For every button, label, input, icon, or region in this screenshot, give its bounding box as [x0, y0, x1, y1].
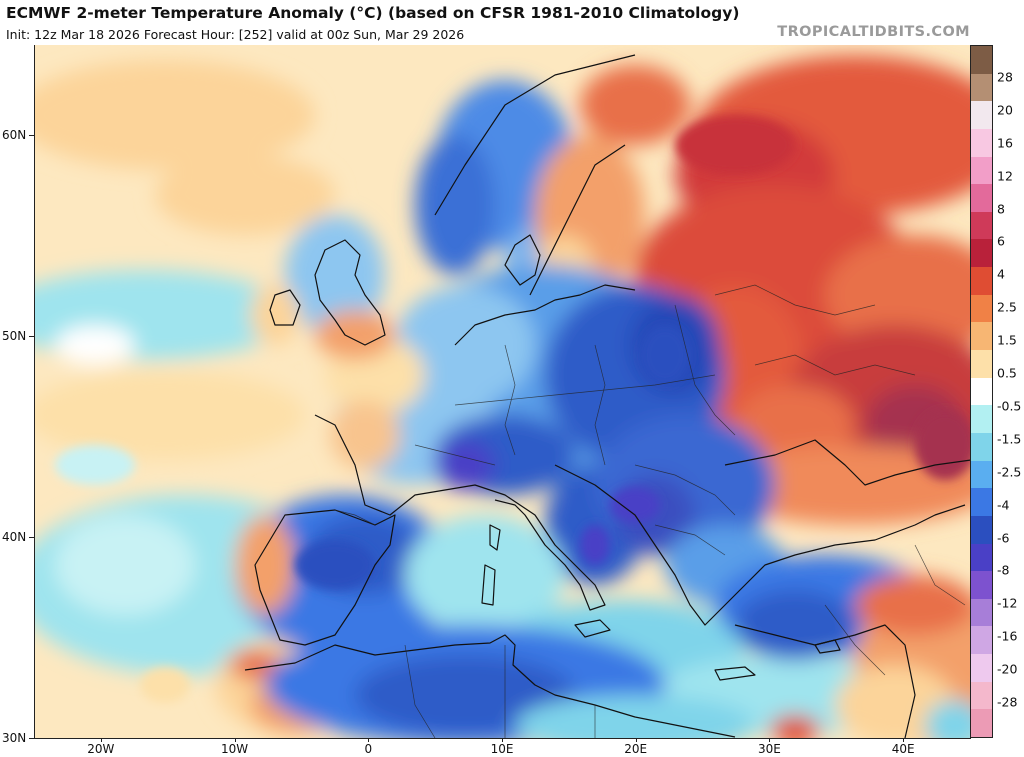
- colorbar-swatch: [971, 128, 992, 158]
- colorbar-label: 0.5: [997, 365, 1017, 381]
- x-tick-label: 0: [364, 742, 373, 756]
- colorbar-label: 6: [997, 233, 1005, 249]
- brand-watermark: TROPICALTIDBITS.COM: [777, 24, 970, 40]
- colorbar: [970, 45, 993, 738]
- colorbar-swatch: [971, 239, 992, 268]
- y-tick-label: 30N: [2, 731, 27, 745]
- x-tick-label: 40E: [891, 742, 915, 756]
- colorbar-swatch: [971, 709, 992, 738]
- colorbar-label: 4: [997, 266, 1005, 282]
- x-tick: [368, 738, 370, 742]
- colorbar-swatch: [971, 488, 992, 517]
- colorbar-label: -12: [997, 595, 1018, 611]
- x-tick-label: 20W: [87, 742, 115, 756]
- x-tick: [769, 738, 771, 742]
- colorbar-label: -6: [997, 530, 1010, 546]
- colorbar-swatch: [971, 294, 992, 323]
- x-tick: [903, 738, 905, 742]
- colorbar-label: -2.5: [997, 464, 1022, 480]
- colorbar-swatch: [971, 156, 992, 185]
- y-tick: [29, 537, 34, 539]
- colorbar-swatch: [971, 377, 992, 406]
- x-tick: [502, 738, 503, 742]
- colorbar-label: -20: [997, 661, 1018, 677]
- colorbar-swatch: [971, 543, 992, 572]
- colorbar-swatch: [971, 681, 992, 710]
- y-tick-label: 40N: [2, 530, 27, 545]
- x-tick: [635, 738, 637, 742]
- x-tick: [234, 738, 236, 742]
- colorbar-swatch: [971, 73, 992, 102]
- colorbar-label: -4: [997, 497, 1010, 513]
- map-svg: [35, 45, 971, 738]
- x-tick: [100, 738, 102, 742]
- colorbar-swatch: [971, 101, 992, 130]
- colorbar-swatch: [971, 654, 992, 683]
- x-tick-label: 10E: [490, 742, 514, 756]
- colorbar-label: -1.5: [997, 431, 1022, 447]
- colorbar-label: -28: [997, 694, 1018, 710]
- colorbar-swatch: [971, 598, 992, 627]
- x-tick-label: 10W: [220, 742, 249, 756]
- colorbar-label: 28: [997, 69, 1013, 85]
- colorbar-swatch: [971, 515, 992, 544]
- colorbar-swatch: [971, 405, 992, 434]
- colorbar-swatch: [971, 211, 992, 240]
- colorbar-label: -0.5: [997, 398, 1022, 414]
- colorbar-label: 8: [997, 201, 1005, 217]
- colorbar-label: 16: [997, 135, 1013, 151]
- colorbar-swatch: [971, 571, 992, 600]
- y-tick: [29, 336, 34, 338]
- chart-title: ECMWF 2-meter Temperature Anomaly (°C) (…: [6, 4, 740, 22]
- anomaly-detail: [55, 115, 971, 703]
- colorbar-swatch: [971, 460, 992, 489]
- y-tick: [29, 738, 34, 739]
- colorbar-label: 20: [997, 102, 1013, 118]
- colorbar-label: 1.5: [997, 332, 1017, 348]
- coastlines: [244, 54, 971, 738]
- colorbar-label: -8: [997, 562, 1010, 578]
- country-borders: [334, 284, 966, 738]
- colorbar-label: -16: [997, 628, 1018, 644]
- colorbar-swatch: [971, 432, 992, 462]
- colorbar-swatch: [971, 322, 992, 351]
- colorbar-swatch: [971, 46, 992, 75]
- colorbar-label: 12: [997, 168, 1013, 184]
- colorbar-swatch: [971, 184, 992, 213]
- colorbar-swatch: [971, 626, 992, 655]
- y-tick-label: 50N: [2, 329, 27, 344]
- anomaly-map: [34, 45, 971, 739]
- x-tick-label: 30E: [757, 742, 781, 756]
- colorbar-label: 2.5: [997, 299, 1017, 315]
- y-tick: [29, 135, 34, 137]
- colorbar-swatch: [971, 267, 992, 296]
- x-tick-label: 20E: [624, 742, 648, 756]
- colorbar-swatch: [971, 350, 992, 379]
- chart-subtitle: Init: 12z Mar 18 2026 Forecast Hour: [25…: [6, 27, 465, 42]
- y-tick-label: 60N: [2, 128, 27, 143]
